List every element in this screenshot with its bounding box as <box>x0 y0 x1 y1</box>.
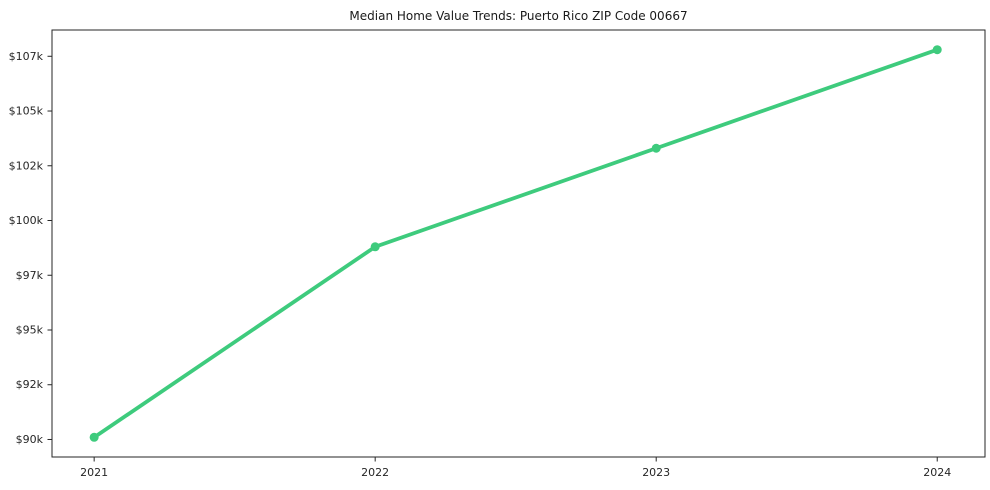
trend-line <box>92 47 940 440</box>
x-tick-label: 2021 <box>80 466 108 479</box>
data-point-marker <box>89 432 99 442</box>
x-tick-label: 2024 <box>923 466 951 479</box>
x-tick-label: 2022 <box>361 466 389 479</box>
y-tick-label: $105k <box>9 105 44 118</box>
y-tick-label: $97k <box>16 269 44 282</box>
y-tick-label: $100k <box>9 214 44 227</box>
plot-frame <box>51 29 986 458</box>
y-tick-label: $95k <box>16 323 44 336</box>
x-tick-label: 2023 <box>642 466 670 479</box>
data-point-marker <box>651 143 661 153</box>
data-point-marker <box>932 45 942 55</box>
chart-title: Median Home Value Trends: Puerto Rico ZI… <box>349 9 688 23</box>
y-tick-label: $107k <box>9 50 44 63</box>
data-point-marker <box>370 242 380 252</box>
y-tick-label: $102k <box>9 159 44 172</box>
y-tick-label: $90k <box>16 433 44 446</box>
y-tick-label: $92k <box>16 378 44 391</box>
